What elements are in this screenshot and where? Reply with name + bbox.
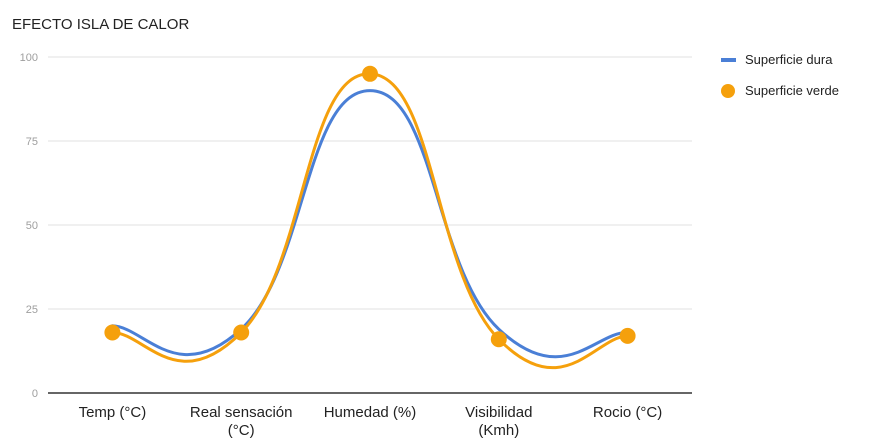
series-markers <box>104 65 636 348</box>
data-point <box>619 327 636 344</box>
grid <box>48 56 692 310</box>
legend-label: Superficie verde <box>745 83 839 98</box>
legend-label: Superficie dura <box>745 52 833 67</box>
legend-swatch <box>721 58 736 62</box>
series-line-2 <box>110 72 630 370</box>
y-tick-label: 75 <box>26 136 38 148</box>
y-tick-label: 25 <box>26 304 38 316</box>
legend-swatch <box>721 84 735 98</box>
data-point <box>490 331 507 348</box>
x-tick-label: Rocio (°C) <box>593 404 662 421</box>
y-axis-ticks: 0 25 50 75 100 <box>20 52 38 400</box>
x-tick-label: Visibilidad (Kmh) <box>465 404 532 439</box>
legend: Superficie dura Superficie verde <box>721 52 839 98</box>
data-point <box>362 65 378 82</box>
series-line-1 <box>110 89 630 359</box>
x-tick-label: Real sensación (°C) <box>190 404 293 439</box>
data-point <box>233 324 250 341</box>
series-lines <box>110 72 630 370</box>
y-tick-label: 50 <box>26 220 38 232</box>
chart-title: EFECTO ISLA DE CALOR <box>12 16 189 33</box>
x-tick-label: Humedad (%) <box>324 404 417 421</box>
y-tick-label: 100 <box>20 52 38 64</box>
y-tick-label: 0 <box>32 388 38 400</box>
x-tick-label: Temp (°C) <box>79 404 147 421</box>
x-axis-labels: Temp (°C) Real sensación (°C) Humedad (%) Vi… <box>79 404 663 439</box>
data-point <box>104 324 121 341</box>
